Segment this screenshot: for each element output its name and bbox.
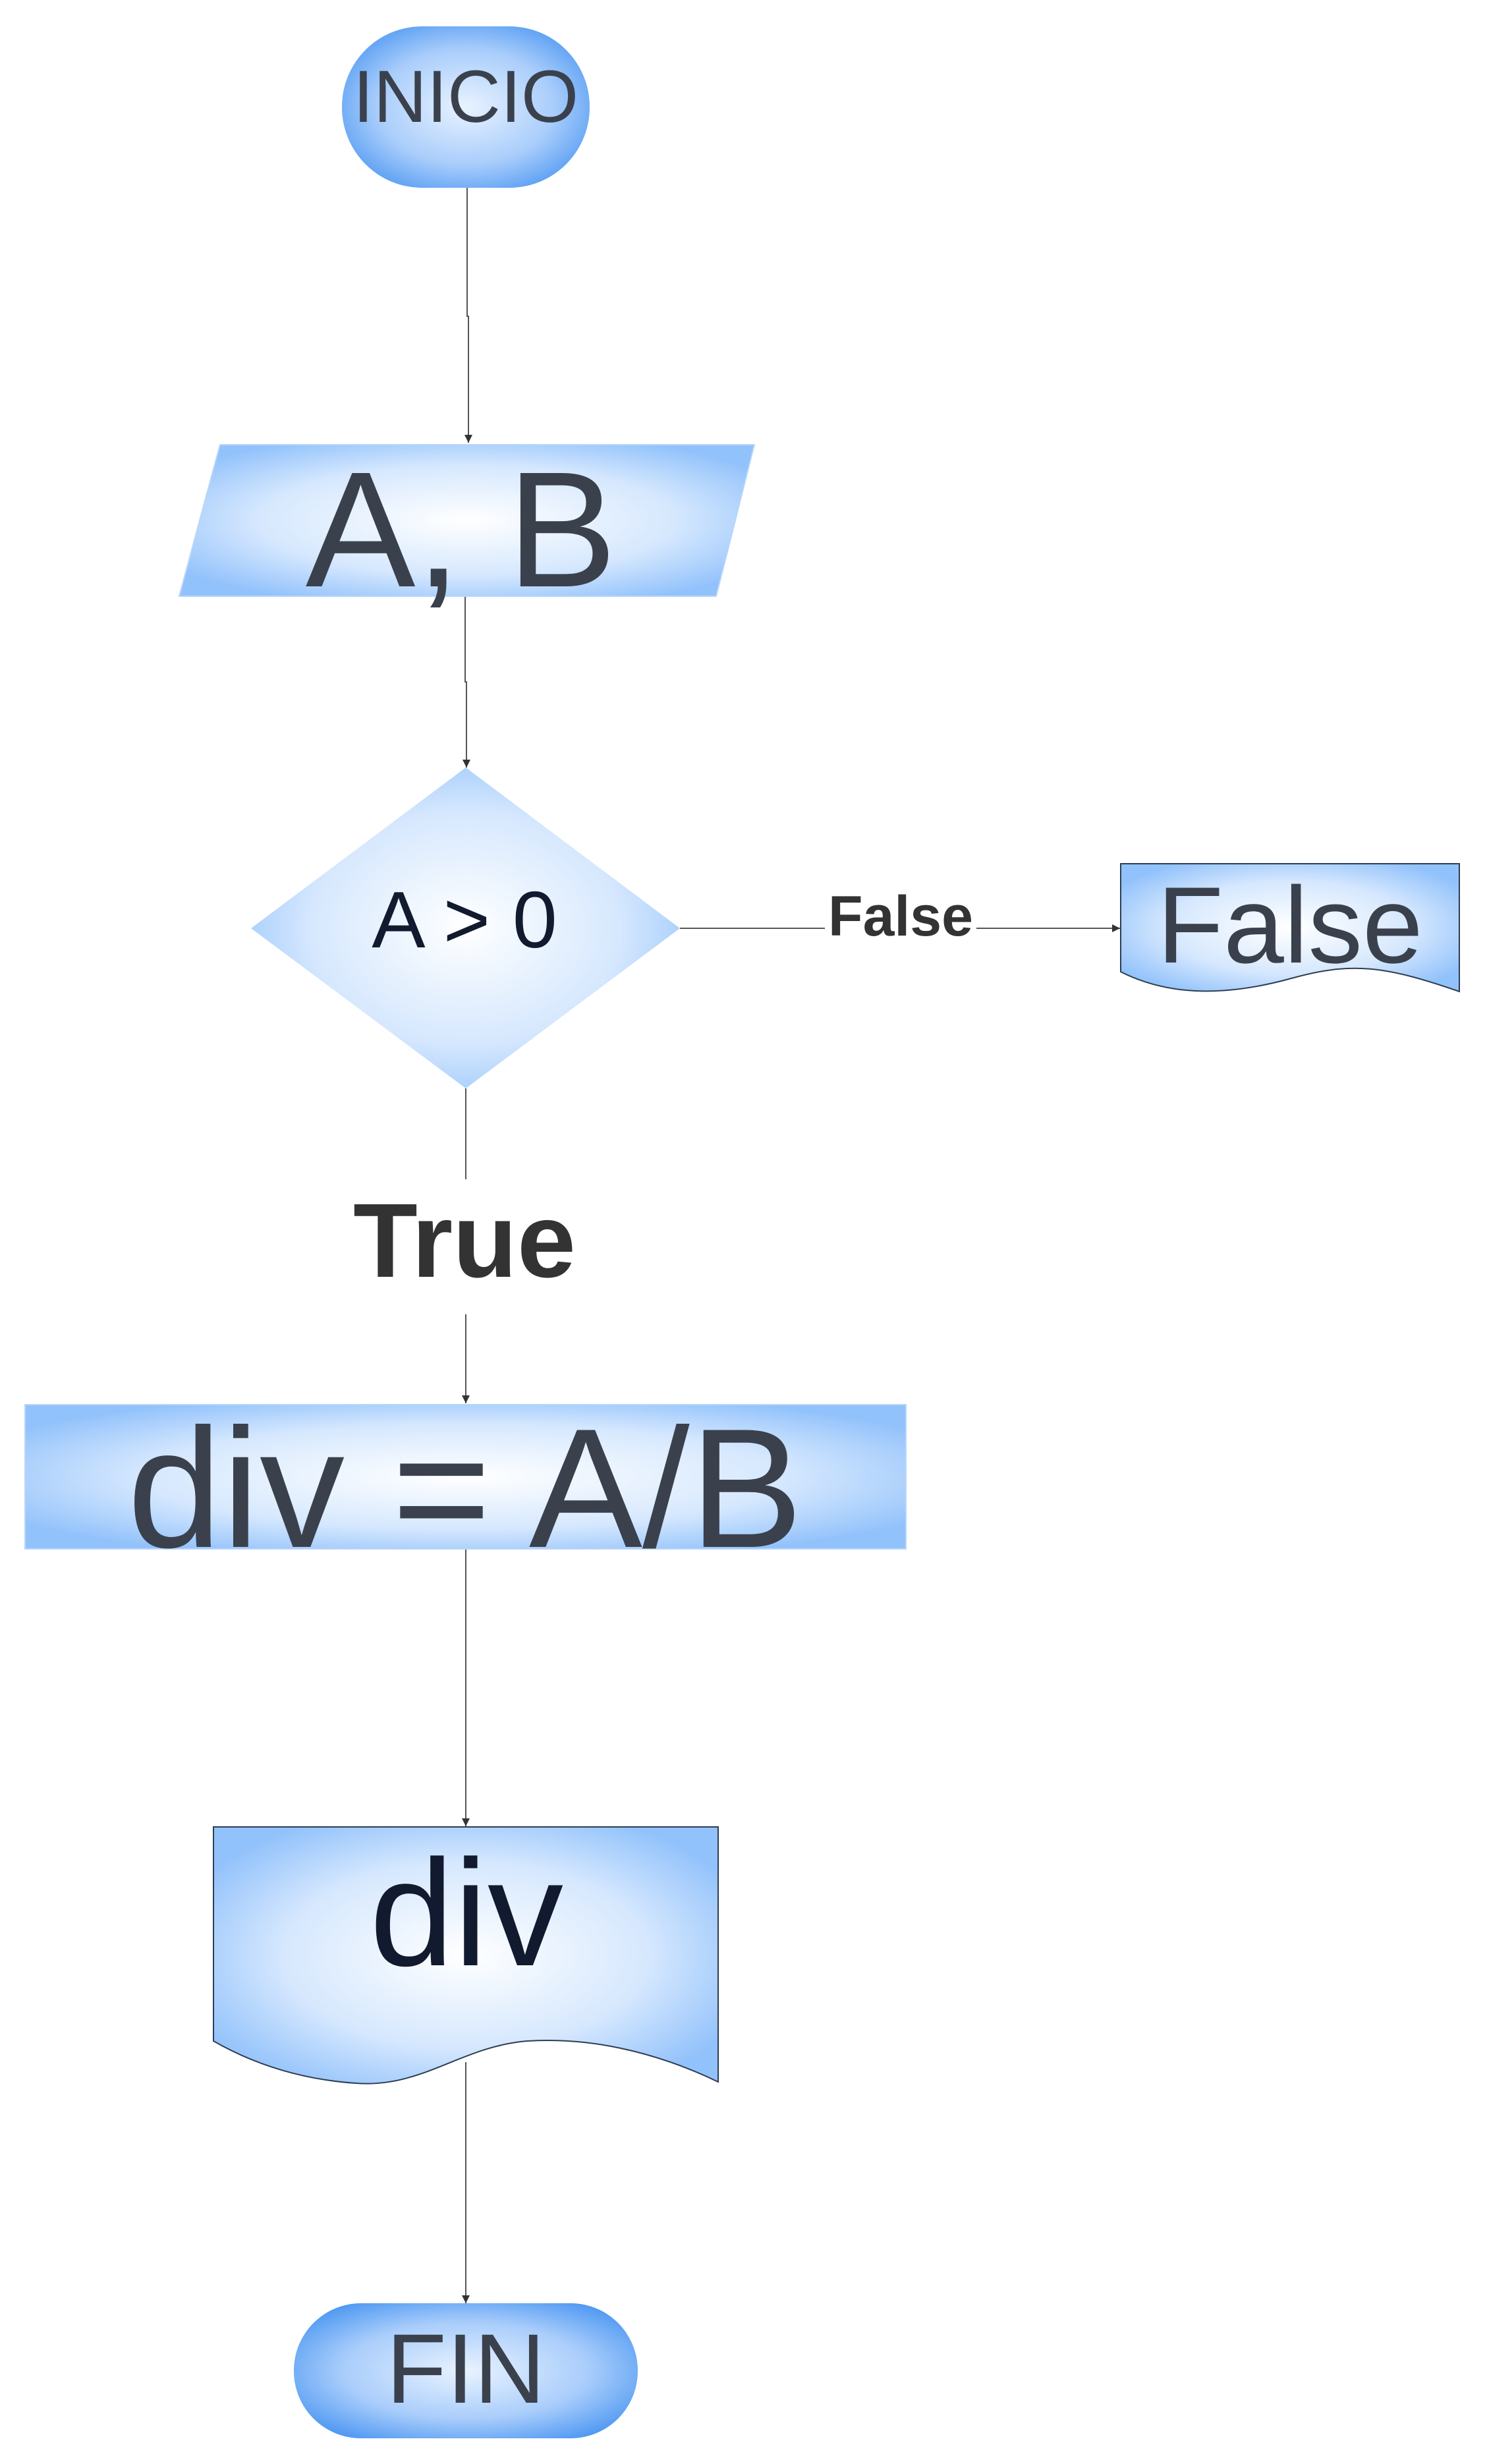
edge-input-to-decision bbox=[463, 596, 470, 768]
decision-diamond-shape bbox=[251, 768, 680, 1088]
output-label: div bbox=[370, 1828, 563, 1998]
input-parallelogram-shape bbox=[178, 444, 756, 597]
end-label: FIN bbox=[386, 2313, 546, 2424]
end-node[interactable]: FIN bbox=[294, 2303, 638, 2438]
decision-node[interactable]: A > 0 bbox=[251, 768, 680, 1088]
decision-label: A > 0 bbox=[372, 875, 557, 965]
false-document-shape bbox=[1120, 863, 1460, 993]
edge-false-label: False bbox=[828, 885, 973, 948]
process-label: div = A/B bbox=[127, 1393, 802, 1583]
process-rect-shape bbox=[24, 1404, 907, 1550]
edge-true-label: True bbox=[353, 1181, 576, 1299]
end-terminal-shape bbox=[294, 2303, 638, 2438]
start-node[interactable]: INICIO bbox=[342, 26, 590, 188]
process-node[interactable]: div = A/B bbox=[24, 1393, 907, 1583]
input-node[interactable]: A, B bbox=[178, 437, 756, 621]
false-output-label: False bbox=[1157, 864, 1422, 986]
output-document-shape bbox=[213, 1826, 719, 2085]
start-terminal-shape bbox=[342, 26, 590, 188]
connectors bbox=[465, 188, 1120, 2303]
false-output-node[interactable]: False bbox=[1120, 863, 1460, 993]
output-node[interactable]: div bbox=[213, 1826, 719, 2085]
start-label: INICIO bbox=[353, 55, 578, 138]
input-label: A, B bbox=[306, 437, 617, 621]
edge-start-to-input bbox=[464, 188, 472, 443]
